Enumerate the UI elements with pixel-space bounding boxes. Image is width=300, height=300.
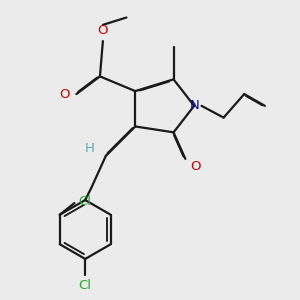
Text: O: O [98,24,108,37]
Text: Cl: Cl [78,195,91,208]
Text: H: H [85,142,94,155]
Text: Cl: Cl [79,279,92,292]
Text: N: N [189,99,199,112]
Text: O: O [190,160,201,173]
Text: O: O [59,88,70,100]
